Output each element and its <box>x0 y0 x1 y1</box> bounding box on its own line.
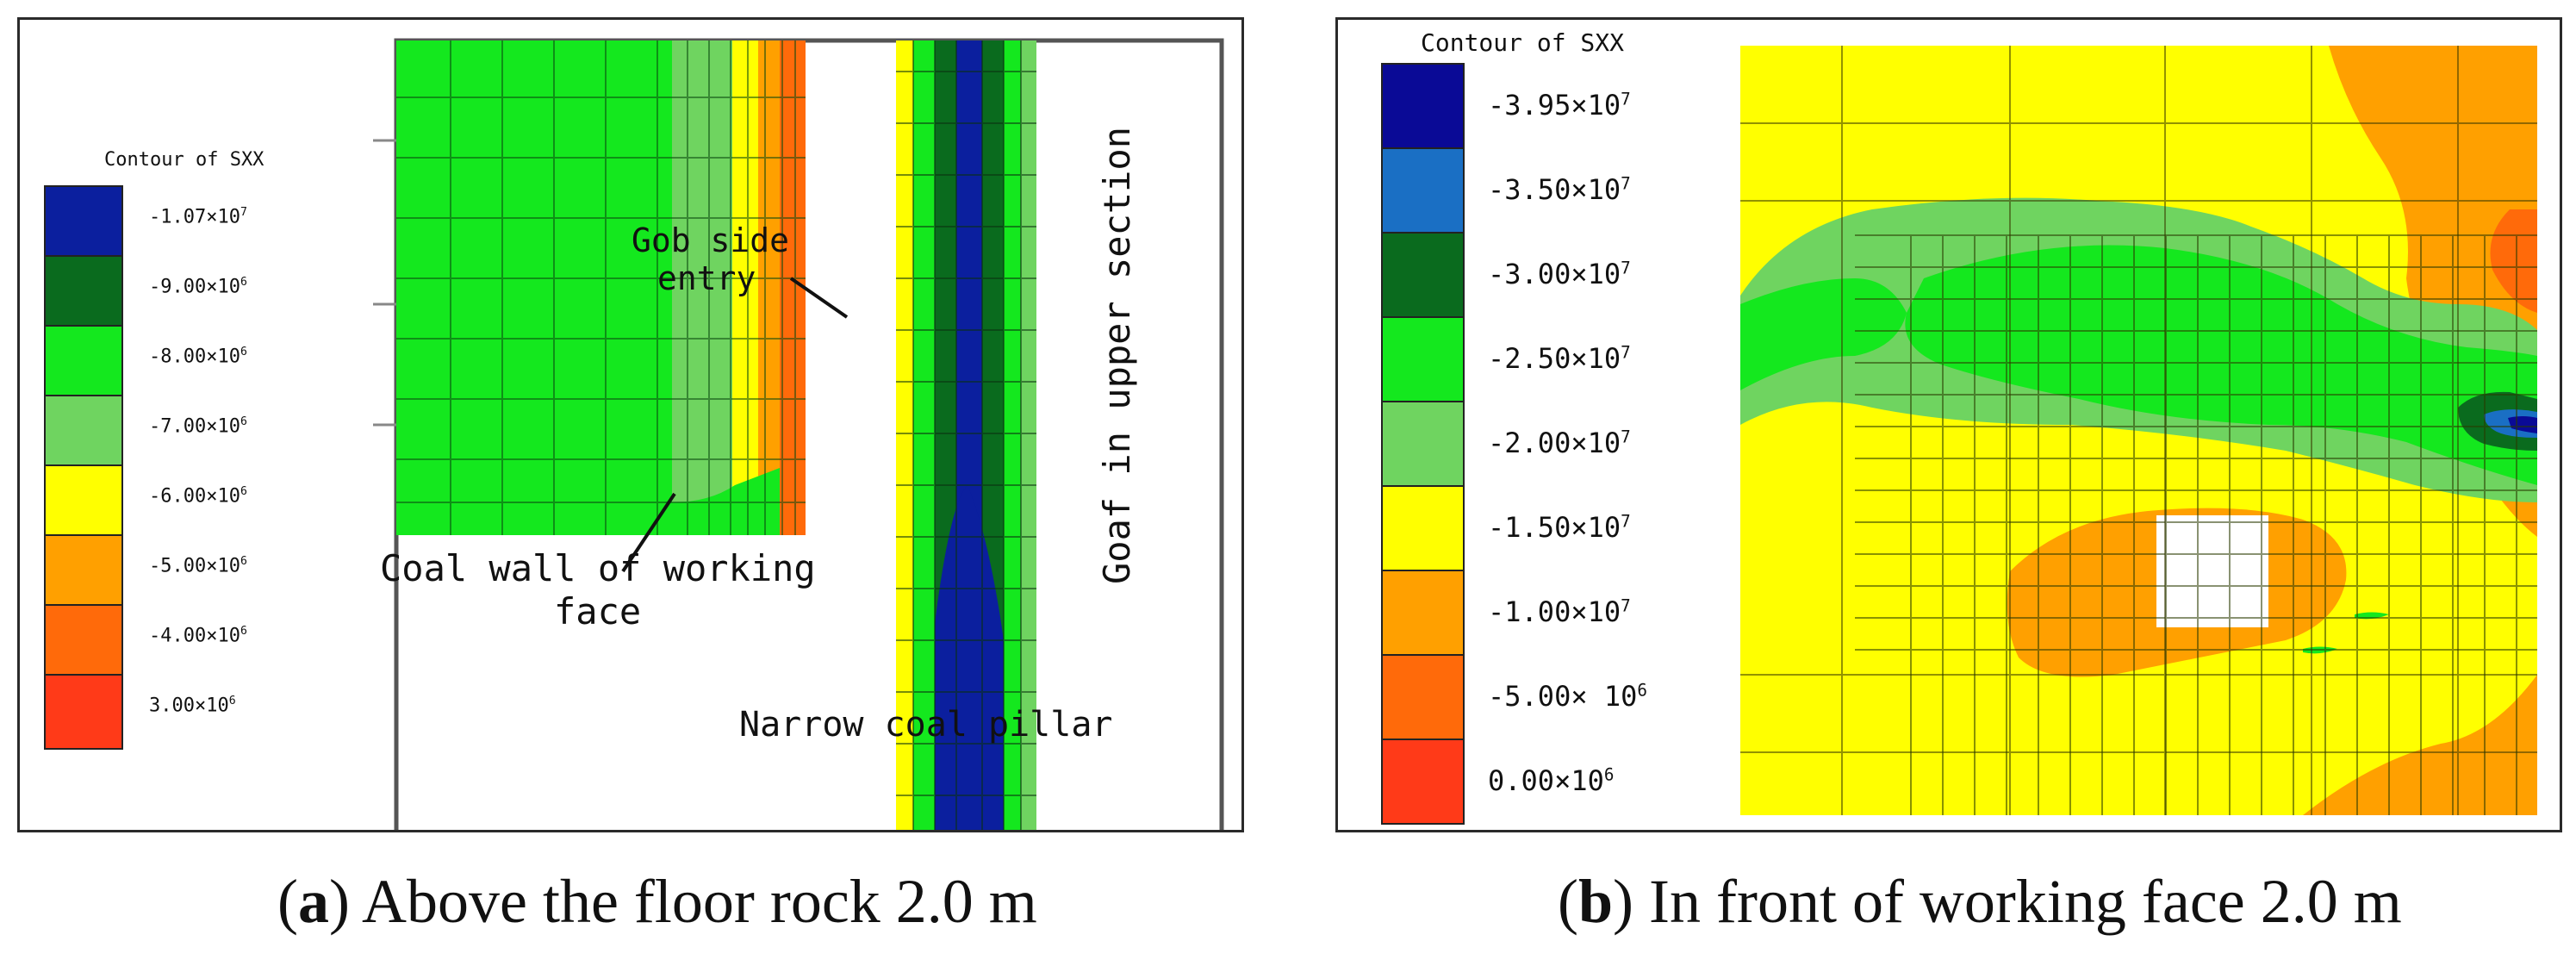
panel-b-legend-mantissa: -1.00×10 <box>1488 595 1621 628</box>
gob-side-entry-label-line1: Gob side <box>632 221 790 259</box>
panel-b-legend-swatch <box>1381 316 1465 402</box>
narrow-coal-pillar-label: Narrow coal pillar <box>739 705 1113 745</box>
panel-a-legend-mantissa: -7.00×10 <box>149 415 240 438</box>
panel-b-contour-field <box>1740 46 2537 815</box>
panel-b-legend-label: 0.00×106 <box>1488 764 1614 797</box>
panel-b-legend-mantissa: -2.50×10 <box>1488 342 1621 375</box>
panel-b-legend-swatch <box>1381 570 1465 656</box>
panel-b-legend-mantissa: -3.95×10 <box>1488 89 1621 122</box>
panel-b-legend-label: -2.00×107 <box>1488 427 1631 459</box>
panel-a-legend-exponent: 6 <box>240 346 247 358</box>
panel-b-legend-swatch <box>1381 147 1465 234</box>
caption-b-letter: b <box>1577 867 1614 936</box>
panel-a-legend-label: 3.00×106 <box>149 695 236 716</box>
goaf-upper-section-label: Goaf in upper section <box>1096 126 1138 584</box>
panel-a-legend-swatch <box>44 534 123 610</box>
caption-b: (b) In front of working face 2.0 m <box>1558 867 2402 936</box>
panel-b-legend-exponent: 7 <box>1621 511 1631 532</box>
panel-b-legend-mantissa: 0.00×10 <box>1488 764 1604 797</box>
panel-b-fine-grid <box>1855 234 2537 815</box>
panel-b-legend-label: -1.50×107 <box>1488 511 1631 544</box>
panel-a-legend-label: -7.00×106 <box>149 415 247 437</box>
panel-b-legend-swatch <box>1381 401 1465 487</box>
coal-wall-label-line1: Coal wall of working <box>380 547 816 589</box>
panel-b-legend-label: -2.50×107 <box>1488 342 1631 375</box>
panel-b-legend-mantissa: -3.50×10 <box>1488 173 1621 206</box>
panel-a-legend-swatch <box>44 325 123 401</box>
panel-b-legend-swatch <box>1381 739 1465 825</box>
panel-a-legend-label: -9.00×106 <box>149 276 247 297</box>
panel-b-legend-label: -3.00×107 <box>1488 258 1631 290</box>
gob-entry-leader-line <box>789 277 849 319</box>
legend-title: Contour of SXX <box>1421 28 1625 57</box>
panel-a-legend-swatch <box>44 604 123 680</box>
panel-a-legend-exponent: 6 <box>240 555 247 568</box>
panel-b-legend-label: -3.50×107 <box>1488 173 1631 206</box>
panel-a-legend-swatch <box>44 464 123 540</box>
panel-a-legend-label: -8.00×106 <box>149 346 247 367</box>
panel-b-legend-exponent: 7 <box>1621 258 1631 278</box>
panel-a-legend-exponent: 7 <box>240 206 247 219</box>
panel-a-legend-exponent: 6 <box>228 695 236 707</box>
panel-b-legend-exponent: 7 <box>1621 173 1631 194</box>
panel-a-legend-label: -4.00×106 <box>149 625 247 646</box>
panel-a-plot-svg <box>373 38 1224 830</box>
pillar-grid <box>896 41 1036 830</box>
panel-b-legend-exponent: 6 <box>1603 764 1615 785</box>
panel-b-legend-mantissa: -2.00×10 <box>1488 427 1621 459</box>
panel-a-legend-label: -1.07×107 <box>149 206 247 227</box>
panel-b-legend-exponent: 6 <box>1637 680 1647 701</box>
caption-b-text: In front of working face 2.0 m <box>1633 867 2402 936</box>
caption-a-letter: a <box>297 867 329 936</box>
panel-b-legend-label: -1.00×107 <box>1488 595 1631 628</box>
panel-b-legend-exponent: 7 <box>1621 89 1631 109</box>
panel-a-legend-mantissa: -6.00×10 <box>149 485 240 508</box>
roadway-opening <box>2156 515 2268 627</box>
panel-a-legend-mantissa: -8.00×10 <box>149 346 240 368</box>
panel-a-legend-swatch <box>44 255 123 331</box>
panel-a-contour-plot: Contour of SXX -1.07×107 -9.00×106 -8.00×1… <box>17 17 1244 832</box>
panel-b-legend-swatch <box>1381 485 1465 571</box>
panel-a-legend-exponent: 6 <box>240 415 247 428</box>
coal-block-grid <box>396 41 806 535</box>
panel-b-legend-mantissa: -5.00× 10 <box>1488 680 1638 713</box>
panel-a-legend-mantissa: -9.00×10 <box>149 276 240 298</box>
panel-a-legend-mantissa: 3.00×10 <box>149 695 229 717</box>
coal-wall-label-line2: face <box>554 590 642 633</box>
caption-a: (a) Above the floor rock 2.0 m <box>277 867 1037 936</box>
panel-b-legend-exponent: 7 <box>1621 595 1631 616</box>
caption-a-text: Above the floor rock 2.0 m <box>349 867 1037 936</box>
panel-b-legend-mantissa: -3.00×10 <box>1488 258 1621 290</box>
legend-title: Contour of SXX <box>104 149 264 171</box>
panel-b-legend-exponent: 7 <box>1621 427 1631 447</box>
panel-a-legend-exponent: 6 <box>240 625 247 638</box>
panel-b-legend-mantissa: -1.50×10 <box>1488 511 1621 544</box>
panel-a-legend-swatch <box>44 395 123 471</box>
panel-a-legend-swatch <box>44 185 123 261</box>
panel-b-legend-label: -3.95×107 <box>1488 89 1631 122</box>
panel-a-legend-mantissa: -4.00×10 <box>149 625 240 647</box>
panel-b-legend-label: -5.00× 106 <box>1488 680 1647 713</box>
panel-b-legend-swatch <box>1381 654 1465 740</box>
working-face-coal-block <box>396 41 806 535</box>
left-axis-ticks <box>373 139 396 427</box>
panel-b-legend-exponent: 7 <box>1621 342 1631 363</box>
panel-a-legend-swatch <box>44 674 123 750</box>
panel-a-legend-label: -5.00×106 <box>149 555 247 576</box>
panel-b-plot-svg <box>1740 46 2537 815</box>
panel-b-legend-swatch <box>1381 63 1465 149</box>
panel-b-contour-plot: Contour of SXX -3.95×107 -3.50×107 -3.00×1… <box>1335 17 2562 832</box>
panel-b-legend-swatch <box>1381 232 1465 318</box>
panel-a-legend-exponent: 6 <box>240 276 247 289</box>
panel-a-legend-mantissa: -1.07×10 <box>149 206 240 228</box>
coal-wall-leader-line <box>621 492 676 573</box>
panel-a-legend-mantissa: -5.00×10 <box>149 555 240 577</box>
gob-side-entry-label-line2: entry <box>657 259 756 297</box>
panel-a-legend-exponent: 6 <box>240 485 247 498</box>
panel-a-legend-label: -6.00×106 <box>149 485 247 507</box>
